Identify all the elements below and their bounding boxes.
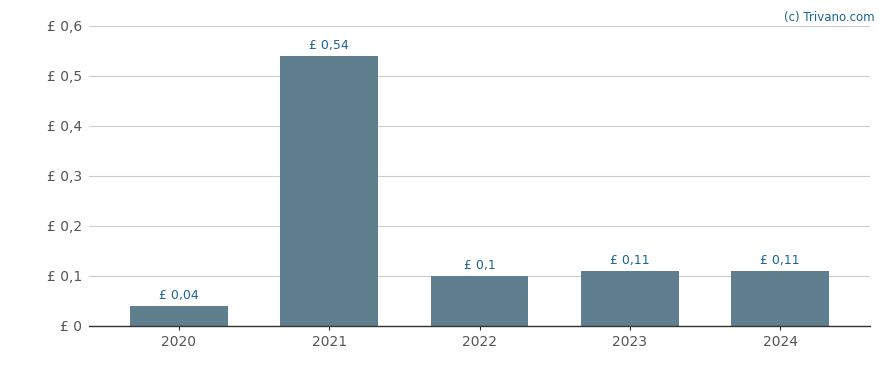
- Bar: [281, 56, 378, 326]
- Text: £ 0,11: £ 0,11: [760, 254, 800, 267]
- Bar: [581, 270, 678, 326]
- Bar: [731, 270, 829, 326]
- Text: £ 0,04: £ 0,04: [159, 289, 199, 302]
- Text: £ 0,54: £ 0,54: [309, 39, 349, 53]
- Bar: [431, 276, 528, 326]
- Text: £ 0,1: £ 0,1: [464, 259, 496, 272]
- Text: (c) Trivano.com: (c) Trivano.com: [784, 11, 875, 24]
- Text: £ 0,11: £ 0,11: [610, 254, 650, 267]
- Bar: [131, 306, 228, 326]
